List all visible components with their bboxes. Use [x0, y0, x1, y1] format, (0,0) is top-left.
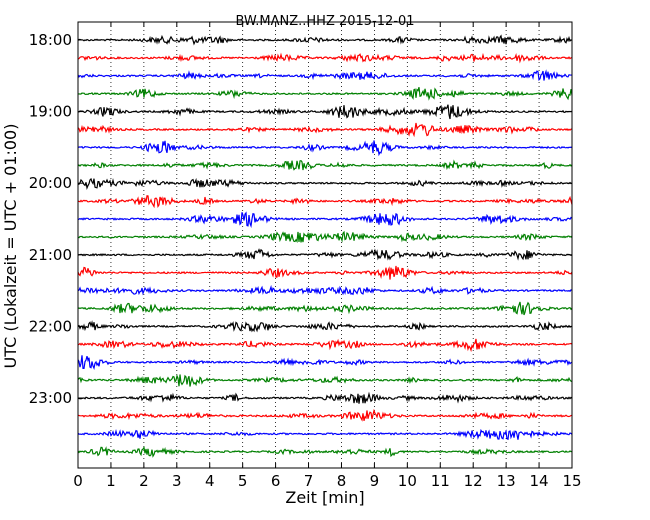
seismic-trace	[77, 211, 573, 229]
seismic-trace	[77, 52, 573, 64]
x-tick-label: 12	[464, 472, 483, 490]
x-tick-label: 3	[172, 472, 182, 490]
seismic-trace	[77, 428, 573, 441]
x-tick-label: 0	[73, 472, 83, 490]
seismic-trace	[77, 177, 573, 191]
seismic-trace	[77, 391, 573, 404]
x-axis: 0 1 2 3 4 5 6 7 8 9 10 11 12 13 14 15	[73, 22, 582, 490]
x-tick-label: 5	[238, 472, 248, 490]
x-tick-label: 14	[530, 472, 549, 490]
x-tick-label: 10	[398, 472, 417, 490]
y-tick-label: 20:00	[29, 174, 72, 192]
grid	[110, 22, 540, 468]
seismic-trace	[77, 374, 573, 387]
x-tick-label: 13	[497, 472, 516, 490]
seismic-trace	[77, 159, 573, 171]
y-tick-label: 19:00	[29, 103, 72, 121]
seismic-trace	[77, 122, 573, 138]
seismic-trace	[77, 445, 573, 458]
x-tick-label: 15	[562, 472, 581, 490]
seismic-trace	[77, 69, 572, 82]
x-tick-label: 9	[370, 472, 380, 490]
y-tick-label: 22:00	[29, 317, 72, 335]
y-axis: 18:00 19:00 20:00 21:00 22:00 23:00	[29, 31, 572, 407]
x-tick-label: 1	[106, 472, 116, 490]
x-tick-label: 2	[139, 472, 149, 490]
seismic-trace	[77, 338, 573, 353]
seismic-trace	[77, 265, 573, 280]
seismic-trace	[77, 301, 573, 316]
plot-frame	[77, 21, 573, 469]
trace-group	[77, 34, 573, 458]
seismic-trace	[77, 408, 573, 422]
x-tick-label: 11	[431, 472, 450, 490]
seismic-trace	[77, 248, 573, 261]
seismic-trace	[77, 230, 573, 244]
seismic-trace	[77, 104, 573, 120]
x-tick-label: 4	[205, 472, 215, 490]
seismic-trace	[77, 140, 573, 157]
y-axis-label: UTC (Lokalzeit = UTC + 01:00)	[1, 124, 20, 369]
seismic-trace	[77, 34, 573, 46]
seismic-trace	[77, 195, 573, 209]
seismic-trace	[77, 355, 573, 370]
seismic-trace	[77, 284, 573, 296]
seismic-trace	[77, 87, 573, 101]
x-tick-label: 6	[271, 472, 281, 490]
y-tick-label: 18:00	[29, 31, 72, 49]
y-tick-label: 21:00	[29, 246, 72, 264]
y-tick-label: 23:00	[29, 389, 72, 407]
x-axis-label: Zeit [min]	[285, 488, 364, 507]
x-tick-label: 7	[304, 472, 314, 490]
seismic-trace	[77, 320, 573, 333]
x-tick-label: 8	[337, 472, 347, 490]
